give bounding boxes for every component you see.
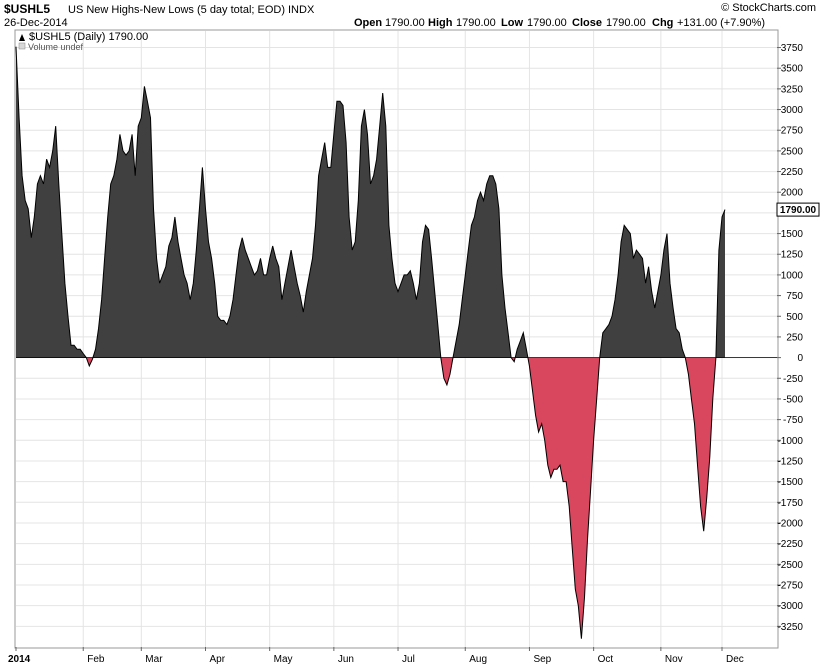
negative-area	[527, 357, 600, 639]
y-tick-label: -2500	[777, 560, 803, 571]
legend-series-label: $USHL5 (Daily) 1790.00	[29, 31, 148, 43]
positive-area	[92, 86, 441, 358]
close-label: Close	[572, 17, 602, 29]
y-tick-label: 2500	[781, 146, 804, 157]
negative-area	[685, 357, 716, 532]
y-tick-label: 1000	[781, 270, 804, 281]
x-axis: 2014 Feb Mar Apr May Jun Jul Aug Sep Oct Nov Dec	[8, 647, 744, 665]
positive-area	[16, 46, 87, 358]
y-tick-label: 3500	[781, 64, 804, 75]
series-area	[15, 46, 777, 639]
last-value-badge: 1790.00	[776, 202, 820, 217]
y-tick-label: 1500	[781, 229, 804, 240]
y-tick-label: -3250	[777, 622, 803, 633]
positive-area	[599, 225, 686, 358]
chart-date: 26-Dec-2014	[4, 17, 68, 29]
y-tick-label: 2750	[781, 126, 804, 137]
y-tick-label: 2250	[781, 167, 804, 178]
y-tick-label: -1500	[777, 477, 803, 488]
chart-symbol: $USHL5	[4, 2, 50, 16]
x-tick-label: May	[274, 654, 293, 665]
x-tick-label: Mar	[145, 654, 163, 665]
x-tick-label: Sep	[533, 654, 551, 665]
low-label: Low	[501, 17, 523, 29]
positive-area	[715, 209, 725, 358]
x-tick-label: Jun	[338, 654, 354, 665]
x-tick-label: Feb	[87, 654, 105, 665]
up-triangle-icon	[19, 34, 25, 41]
y-tick-label: 0	[797, 353, 803, 364]
y-tick-label: -1000	[777, 436, 803, 447]
y-tick-label: 3000	[781, 105, 804, 116]
open-value: 1790.00	[385, 17, 425, 29]
y-tick-label: -1250	[777, 456, 803, 467]
x-tick-label: Oct	[598, 654, 614, 665]
negative-area	[86, 357, 93, 366]
y-tick-label: -3000	[777, 601, 803, 612]
y-tick-label: -2750	[777, 580, 803, 591]
y-tick-label: 500	[786, 312, 803, 323]
y-tick-label: 2000	[781, 188, 804, 199]
positive-area	[453, 175, 512, 358]
open-label: Open	[354, 17, 382, 29]
last-value-badge-text: 1790.00	[780, 205, 817, 216]
x-tick-label: 2014	[8, 654, 31, 665]
y-tick-label: 3250	[781, 84, 804, 95]
low-value: 1790.00	[527, 17, 567, 29]
volume-icon	[18, 42, 26, 50]
y-tick-label: -250	[783, 374, 803, 385]
legend-volume-label: Volume undef	[28, 42, 84, 52]
last-value-badge-box	[776, 202, 820, 217]
series-line	[15, 46, 726, 639]
x-tick-label: Aug	[469, 654, 487, 665]
close-value: 1790.00	[606, 17, 646, 29]
y-tick-label: -750	[783, 415, 803, 426]
y-tick-label: 3750	[781, 43, 804, 54]
x-tick-label: Nov	[665, 654, 683, 665]
y-tick-label: 250	[786, 332, 803, 343]
x-tick-label: Jul	[402, 654, 415, 665]
y-tick-label: -2250	[777, 539, 803, 550]
chg-label: Chg	[652, 17, 673, 29]
y-tick-label: -2000	[777, 518, 803, 529]
y-tick-label: 1250	[781, 250, 804, 261]
y-tick-label: 750	[786, 291, 803, 302]
x-tick-label: Apr	[209, 654, 225, 665]
stockcharts-watermark: © StockCharts.com	[721, 2, 816, 14]
negative-area	[440, 357, 453, 385]
x-tick-label: Dec	[726, 654, 744, 665]
high-label: High	[428, 17, 453, 29]
y-axis: 3750350032503000275025002250200017501500…	[777, 43, 803, 633]
exchange-label: INDX	[288, 4, 315, 16]
high-value: 1790.00	[456, 17, 496, 29]
positive-area	[515, 332, 528, 358]
y-tick-label: -500	[783, 394, 803, 405]
chg-value: +131.00 (+7.90%)	[677, 17, 765, 29]
chart-description: US New Highs-New Lows (5 day total; EOD)	[68, 4, 285, 16]
legend: $USHL5 (Daily) 1790.00 Volume undef	[18, 31, 148, 52]
y-tick-label: -1750	[777, 498, 803, 509]
